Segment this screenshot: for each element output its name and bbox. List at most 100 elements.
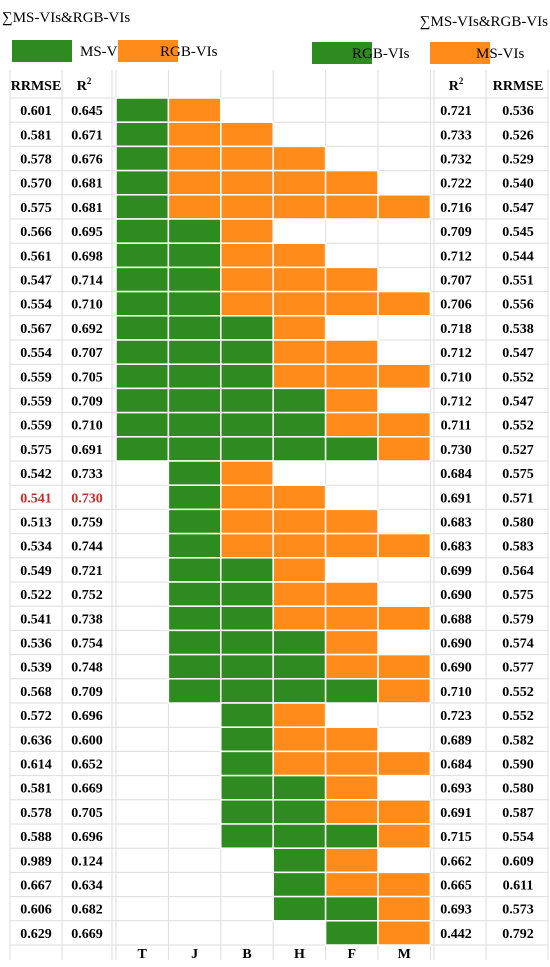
value-label-r2-r: 0.716 — [440, 201, 472, 216]
cell-F-green — [324, 678, 379, 704]
value-label-rrmse-r: 0.544 — [502, 249, 534, 264]
value-label-rrmse-l: 0.554 — [20, 298, 52, 313]
value-label-r2-l: 0.721 — [71, 564, 103, 579]
cell-B-orange — [220, 169, 274, 196]
value-label-r2-l: 0.669 — [71, 782, 103, 797]
value-label-rrmse-r: 0.582 — [502, 733, 534, 748]
cell-T-green — [115, 266, 170, 293]
value-label-rrmse-l: 0.554 — [20, 346, 52, 361]
value-label-rrmse-l: 0.570 — [20, 177, 52, 192]
value-label-r2-r: 0.712 — [440, 395, 472, 410]
value-label-r2-l: 0.730 — [71, 491, 103, 506]
cell-B-orange — [220, 460, 274, 486]
value-label-r2-l: 0.696 — [71, 709, 103, 724]
cell-F-orange — [324, 726, 379, 753]
value-label-rrmse-l: 0.588 — [20, 830, 52, 845]
value-label-rrmse-r: 0.590 — [502, 758, 534, 773]
value-label-r2-l: 0.696 — [71, 830, 103, 845]
value-label-rrmse-l: 0.536 — [20, 637, 52, 652]
cell-F-orange — [324, 339, 379, 365]
cell-B-green — [220, 315, 274, 341]
cell-B-orange — [220, 484, 274, 511]
value-label-rrmse-l: 0.559 — [20, 395, 52, 410]
value-label-rrmse-l: 0.559 — [20, 419, 52, 434]
value-label-r2-l: 0.671 — [71, 128, 103, 143]
value-label-rrmse-r: 0.564 — [502, 564, 534, 579]
value-label-rrmse-r: 0.583 — [502, 540, 534, 555]
value-label-r2-r: 0.690 — [440, 661, 472, 676]
value-label-r2-r: 0.723 — [440, 709, 472, 724]
x-label-M: M — [398, 947, 411, 962]
cell-H-green — [272, 799, 327, 825]
cell-J-orange — [167, 169, 222, 196]
cell-T-green — [115, 290, 170, 317]
value-label-rrmse-l: 0.567 — [20, 322, 52, 337]
value-label-rrmse-r: 0.579 — [502, 612, 534, 627]
cell-F-orange — [324, 605, 379, 632]
value-label-r2-l: 0.710 — [71, 298, 103, 313]
cell-J-green — [167, 557, 222, 583]
cell-H-orange — [272, 266, 327, 293]
value-label-rrmse-r: 0.545 — [502, 225, 534, 240]
cell-M-orange — [377, 605, 432, 632]
cell-H-orange — [272, 339, 327, 365]
cell-B-green — [220, 629, 274, 656]
cell-F-orange — [324, 194, 379, 220]
cell-B-green — [220, 436, 274, 462]
value-label-r2-r: 0.707 — [440, 274, 472, 289]
left-r2-header: R2 — [77, 76, 92, 94]
value-label-r2-l: 0.759 — [71, 516, 103, 531]
cell-J-orange — [167, 194, 222, 220]
cell-F-orange — [324, 411, 379, 438]
cell-J-green — [167, 363, 222, 390]
value-label-r2-l: 0.676 — [71, 153, 103, 168]
combination-cells — [115, 97, 432, 946]
cell-F-green — [324, 920, 379, 946]
cell-J-green — [167, 678, 222, 704]
cell-F-orange — [324, 169, 379, 196]
value-label-r2-r: 0.712 — [440, 346, 472, 361]
cell-F-orange — [324, 774, 379, 801]
cell-H-green — [272, 871, 327, 898]
value-label-r2-r: 0.691 — [440, 806, 472, 821]
cell-H-orange — [272, 290, 327, 317]
left-legend-ms-label: MS-VIs — [80, 44, 129, 60]
cell-J-orange — [167, 97, 222, 123]
value-label-rrmse-r: 0.556 — [502, 298, 534, 313]
value-label-rrmse-r: 0.552 — [502, 370, 534, 385]
value-label-r2-l: 0.695 — [71, 225, 103, 240]
cell-J-green — [167, 653, 222, 680]
value-label-r2-r: 0.693 — [440, 903, 472, 918]
cell-T-green — [115, 145, 170, 172]
value-label-rrmse-l: 0.566 — [20, 225, 52, 240]
value-label-r2-l: 0.709 — [71, 395, 103, 410]
cell-J-green — [167, 460, 222, 486]
cell-T-green — [115, 436, 170, 462]
cell-H-orange — [272, 315, 327, 341]
cell-T-green — [115, 169, 170, 196]
cell-F-orange — [324, 750, 379, 777]
cell-B-orange — [220, 266, 274, 293]
value-label-r2-l: 0.691 — [71, 443, 103, 458]
left-legend-rgb-swatch — [118, 40, 178, 62]
cell-J-green — [167, 629, 222, 656]
cell-H-orange — [272, 242, 327, 269]
cell-J-green — [167, 315, 222, 341]
value-label-rrmse-r: 0.529 — [502, 153, 534, 168]
cell-T-green — [115, 387, 170, 414]
value-label-r2-r: 0.709 — [440, 225, 472, 240]
cell-B-green — [220, 605, 274, 632]
value-label-rrmse-l: 0.568 — [20, 685, 52, 700]
cell-F-orange — [324, 532, 379, 559]
value-label-r2-l: 0.752 — [71, 588, 103, 603]
cell-B-orange — [220, 218, 274, 244]
cell-F-orange — [324, 290, 379, 317]
value-label-r2-l: 0.754 — [71, 637, 103, 652]
cell-H-orange — [272, 145, 327, 172]
value-label-r2-r: 0.710 — [440, 685, 472, 700]
cell-J-green — [167, 411, 222, 438]
value-label-rrmse-r: 0.540 — [502, 177, 534, 192]
value-label-rrmse-l: 0.575 — [20, 201, 52, 216]
x-label-B: B — [242, 947, 251, 962]
